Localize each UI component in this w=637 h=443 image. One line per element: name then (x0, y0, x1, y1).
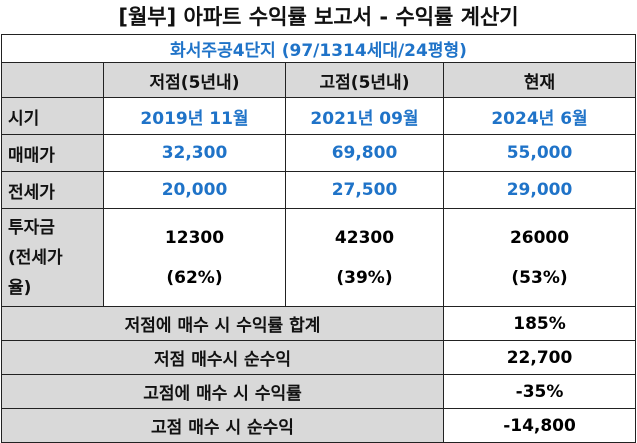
cell-value: 69,800 (285, 134, 444, 172)
column-header: 현재 (442, 62, 637, 98)
investment-cell: 42300 (39%) (285, 208, 444, 307)
ratio: (62%) (166, 267, 223, 288)
summary-row: 저점에 매수 시 수익률 합계 185% (1, 306, 637, 341)
row-label: 시기 (1, 97, 104, 135)
amount: 26000 (509, 227, 570, 248)
cell-value: 29,000 (442, 171, 637, 209)
cell-value: 2021년 09월 (285, 97, 444, 135)
amount: 42300 (334, 227, 395, 248)
report-table: 화서주공4단지 (97/1314세대/24평형) 저점(5년내) 고점(5년내) 현… (0, 34, 637, 443)
summary-label: 고점 매수 시 순수익 (1, 408, 444, 443)
cell-value: 20,000 (103, 171, 286, 209)
summary-value: -14,800 (442, 408, 637, 443)
cell-value: 32,300 (103, 134, 286, 172)
row-label: 전세가 (1, 171, 104, 209)
summary-label: 저점 매수시 순수익 (1, 340, 444, 375)
subtitle: 화서주공4단지 (97/1314세대/24평형) (0, 34, 637, 63)
corner-cell (1, 62, 104, 98)
summary-label: 고점에 매수 시 수익률 (1, 374, 444, 409)
investment-cell: 12300 (62%) (103, 208, 286, 307)
cell-value: 55,000 (442, 134, 637, 172)
summary-row: 저점 매수시 순수익 22,700 (1, 340, 637, 375)
table-row: 전세가 20,000 27,500 29,000 (1, 171, 637, 209)
page-title: [월부] 아파트 수익률 보고서 - 수익률 계산기 (118, 5, 519, 29)
investment-row: 투자금 (전세가 율) 12300 (62%) 42300 (39%) 26000 (53%… (1, 208, 637, 307)
cell-value: 2024년 6월 (442, 97, 637, 135)
cell-value: 27,500 (285, 171, 444, 209)
row-label: 매매가 (1, 134, 104, 172)
summary-value: 22,700 (442, 340, 637, 375)
ratio: (39%) (336, 267, 393, 288)
summary-row: 고점 매수 시 순수익 -14,800 (1, 408, 637, 443)
amount: 12300 (164, 227, 225, 248)
row-label: 투자금 (전세가 율) (1, 208, 104, 307)
column-header: 고점(5년내) (285, 62, 444, 98)
summary-label: 저점에 매수 시 수익률 합계 (1, 306, 444, 341)
column-header: 저점(5년내) (103, 62, 286, 98)
summary-value: 185% (442, 306, 637, 341)
ratio: (53%) (511, 267, 568, 288)
investment-cell: 26000 (53%) (442, 208, 637, 307)
cell-value: 2019년 11월 (103, 97, 286, 135)
summary-row: 고점에 매수 시 수익률 -35% (1, 374, 637, 409)
table-row: 시기 2019년 11월 2021년 09월 2024년 6월 (1, 97, 637, 135)
table-row: 매매가 32,300 69,800 55,000 (1, 134, 637, 172)
summary-value: -35% (442, 374, 637, 409)
